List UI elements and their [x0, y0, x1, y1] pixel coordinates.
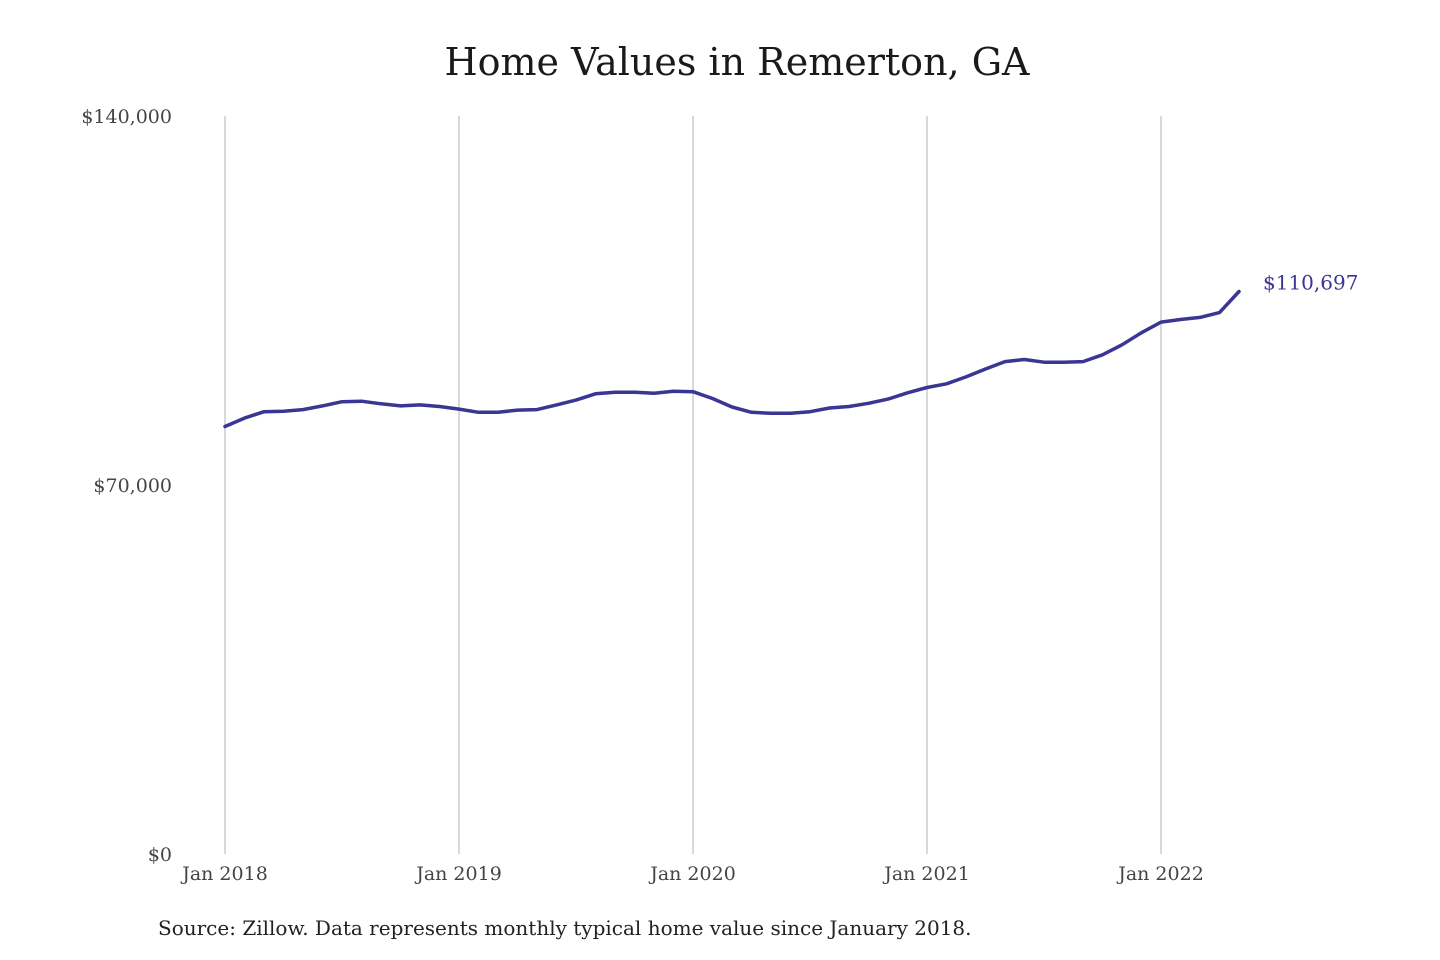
source-note: Source: Zillow. Data represents monthly …: [158, 916, 972, 940]
chart-title: Home Values in Remerton, GA: [444, 40, 1030, 84]
x-tick-label-2020-01: Jan 2020: [648, 863, 736, 885]
x-tick-label-2019-01: Jan 2019: [414, 863, 502, 885]
x-tick-label-2021-01: Jan 2021: [882, 863, 970, 885]
y-axis-tick-labels: $0 $70,000 $140,000: [81, 106, 172, 866]
x-tick-label-2022-01: Jan 2022: [1116, 863, 1204, 885]
y-tick-label-140000: $140,000: [81, 106, 172, 128]
gridlines: [224, 116, 1162, 854]
x-tick-label-2018-01: Jan 2018: [180, 863, 268, 885]
series-layer: [223, 289, 1241, 429]
series-line-0: [223, 289, 1241, 429]
y-tick-label-70000: $70,000: [93, 475, 172, 497]
x-axis-tick-labels: Jan 2018 Jan 2019 Jan 2020 Jan 2021 Jan 2022: [180, 863, 1204, 885]
end-value-label: $110,697: [1263, 271, 1358, 295]
y-tick-label-0: $0: [148, 844, 172, 866]
end-label-layer: $110,697: [1263, 271, 1358, 295]
